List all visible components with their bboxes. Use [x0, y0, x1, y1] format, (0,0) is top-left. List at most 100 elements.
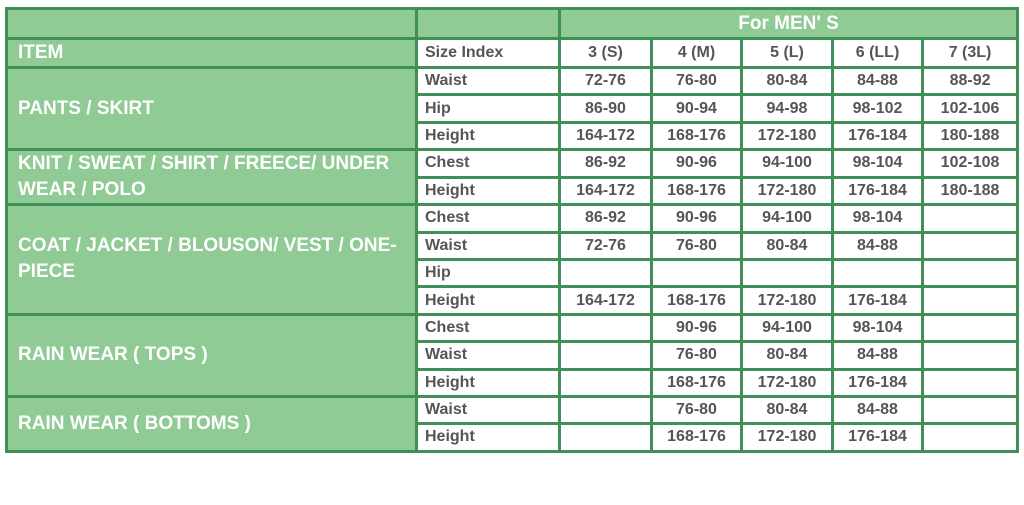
size-value: 98-104	[831, 312, 924, 344]
size-value	[558, 340, 653, 371]
measurement-label: Chest	[415, 203, 561, 234]
size-value: 94-98	[740, 93, 834, 124]
item-category: PANTS / SKIRT	[5, 65, 418, 152]
size-value: 76-80	[650, 230, 743, 261]
size-value: 176-184	[831, 367, 924, 398]
size-value	[920, 422, 1020, 453]
size-index-header: Size Index	[415, 37, 561, 69]
size-header: 4 (M)	[650, 37, 743, 69]
size-value: 102-108	[920, 148, 1020, 179]
size-value: 80-84	[740, 230, 834, 261]
size-value: 90-96	[650, 148, 743, 179]
item-category: KNIT / SWEAT / SHIRT / FREECE/ UNDER WEA…	[5, 148, 418, 207]
size-value: 168-176	[650, 422, 743, 453]
size-value	[920, 257, 1020, 289]
size-value: 72-76	[558, 65, 653, 97]
size-header: 5 (L)	[740, 37, 834, 69]
size-value	[831, 257, 924, 289]
table-row: COAT / JACKET / BLOUSON/ VEST / ONE-PIEC…	[5, 203, 1020, 316]
measurement-label: Waist	[415, 230, 561, 261]
size-value: 84-88	[831, 394, 924, 426]
size-value: 76-80	[650, 394, 743, 426]
table-row: Height 168-176 172-180 176-184	[7, 422, 1020, 453]
header-blank	[5, 7, 418, 40]
measurement-label: Height	[415, 367, 561, 398]
size-value: 86-90	[558, 93, 653, 124]
measurement-label: Height	[415, 120, 561, 152]
table-row: Waist 76-80 80-84 84-88	[7, 340, 1020, 371]
table-row: Height 164-172 168-176 172-180 176-184 180-18…	[7, 175, 1020, 207]
size-value	[920, 285, 1020, 316]
size-value	[920, 367, 1020, 398]
size-header: 7 (3L)	[920, 37, 1020, 69]
size-value	[740, 257, 834, 289]
size-value: 72-76	[558, 230, 653, 261]
size-value: 98-102	[831, 93, 924, 124]
size-value: 80-84	[740, 394, 834, 426]
size-chart-table: For MEN' S ITEM Size Index 3 (S) 4 (M) 5…	[5, 7, 1020, 453]
measurement-label: Hip	[415, 257, 561, 289]
size-value: 80-84	[740, 340, 834, 371]
measurement-label: Height	[415, 175, 561, 207]
size-value: 102-106	[920, 93, 1020, 124]
table-row: PANTS / SKIRT Waist 72-76 76-80 80-84 84-88 88…	[5, 65, 1020, 152]
measurement-label: Hip	[415, 93, 561, 124]
size-row: ITEM Size Index 3 (S) 4 (M) 5 (L) 6 (LL)…	[5, 37, 1020, 69]
size-value: 86-92	[558, 203, 653, 234]
size-value: 172-180	[740, 285, 834, 316]
size-value: 172-180	[740, 367, 834, 398]
size-value	[650, 257, 743, 289]
item-category: RAIN WEAR ( BOTTOMS )	[5, 394, 418, 453]
size-value: 164-172	[558, 120, 653, 152]
size-value: 172-180	[740, 422, 834, 453]
size-header: 6 (LL)	[831, 37, 924, 69]
measurement-label: Waist	[415, 394, 561, 426]
size-value: 168-176	[650, 285, 743, 316]
table-row: Height 168-176 172-180 176-184	[7, 367, 1020, 398]
size-value	[558, 312, 653, 344]
table-row: KNIT / SWEAT / SHIRT / FREECE/ UNDER WEA…	[5, 148, 1020, 207]
table-row: Height 164-172 168-176 172-180 176-184 180-18…	[7, 120, 1020, 152]
size-value: 94-100	[740, 148, 834, 179]
measurement-label: Chest	[415, 148, 561, 179]
item-category: RAIN WEAR ( TOPS )	[5, 312, 418, 398]
size-value: 84-88	[831, 230, 924, 261]
size-value: 76-80	[650, 65, 743, 97]
table-row: Hip 86-90 90-94 94-98 98-102 102-106	[7, 93, 1020, 124]
size-value: 94-100	[740, 312, 834, 344]
size-value: 176-184	[831, 120, 924, 152]
size-value: 180-188	[920, 175, 1020, 207]
measurement-label: Waist	[415, 65, 561, 97]
size-value	[920, 230, 1020, 261]
table-row: Waist 72-76 76-80 80-84 84-88	[7, 230, 1020, 261]
header-row: For MEN' S	[5, 7, 1020, 40]
size-value: 168-176	[650, 175, 743, 207]
size-value: 90-94	[650, 93, 743, 124]
size-value	[558, 367, 653, 398]
size-value: 168-176	[650, 120, 743, 152]
size-value: 94-100	[740, 203, 834, 234]
size-value: 168-176	[650, 367, 743, 398]
size-value: 176-184	[831, 175, 924, 207]
table-row: Hip	[7, 257, 1020, 289]
size-header: 3 (S)	[558, 37, 653, 69]
size-value: 98-104	[831, 203, 924, 234]
size-value: 176-184	[831, 422, 924, 453]
size-value: 90-96	[650, 312, 743, 344]
header-blank	[415, 7, 561, 40]
size-value: 86-92	[558, 148, 653, 179]
item-header: ITEM	[5, 37, 418, 69]
size-value: 180-188	[920, 120, 1020, 152]
size-value	[920, 203, 1020, 234]
table-row: Height 164-172 168-176 172-180 176-184	[7, 285, 1020, 316]
size-value	[920, 394, 1020, 426]
size-value	[920, 340, 1020, 371]
size-value: 172-180	[740, 120, 834, 152]
size-value: 80-84	[740, 65, 834, 97]
size-value: 98-104	[831, 148, 924, 179]
table-title: For MEN' S	[557, 7, 1020, 40]
table-row: RAIN WEAR ( TOPS ) Chest 90-96 94-100 98-104	[5, 312, 1020, 398]
measurement-label: Height	[415, 285, 561, 316]
size-value: 88-92	[920, 65, 1020, 97]
size-value: 90-96	[650, 203, 743, 234]
